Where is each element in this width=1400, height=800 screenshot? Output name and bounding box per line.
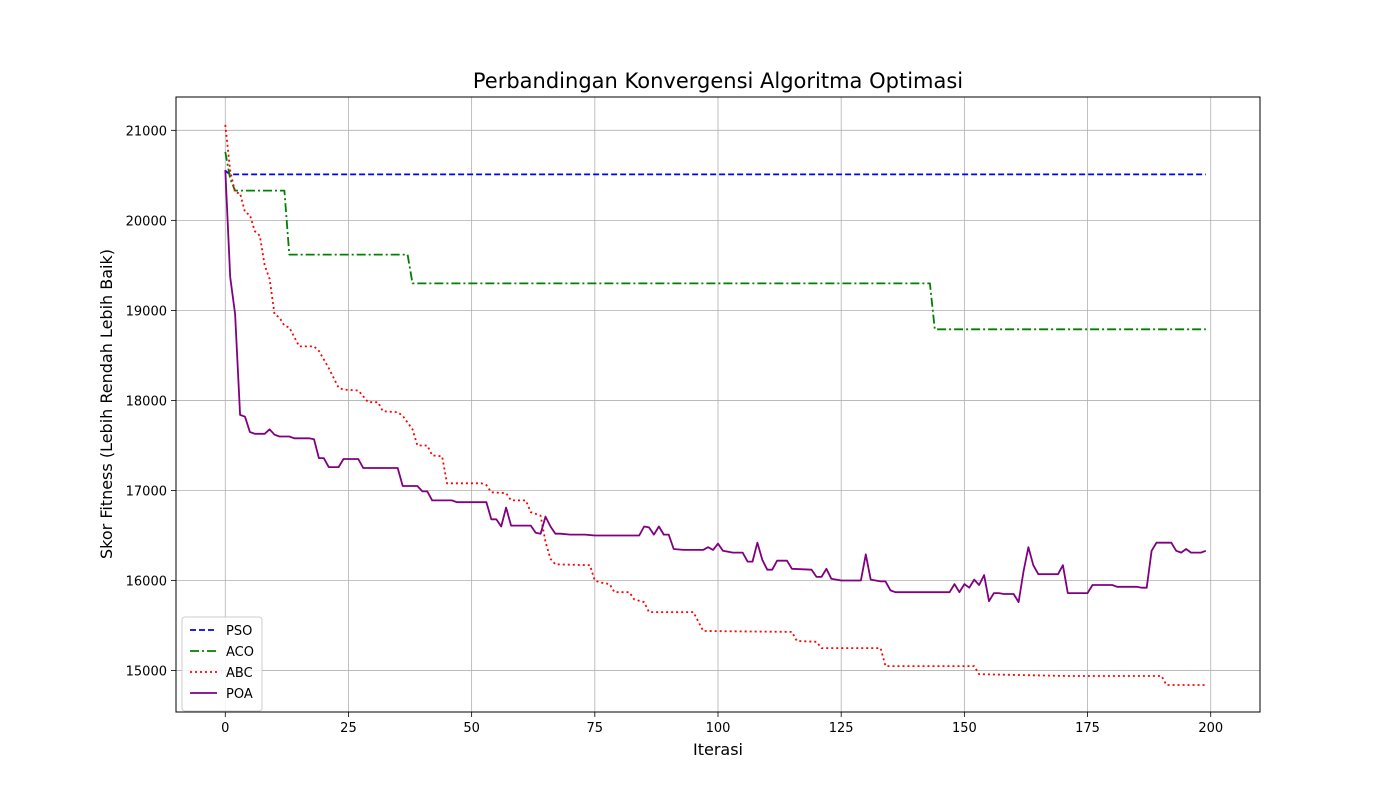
x-tick-label: 150 — [952, 721, 977, 736]
x-tick-label: 75 — [587, 721, 604, 736]
series-line-aco — [224, 151, 1206, 331]
y-tick-label: 15000 — [126, 665, 167, 680]
y-tick-label: 18000 — [126, 394, 167, 409]
series-line-poa — [224, 169, 1207, 603]
y-tick-label: 21000 — [126, 124, 167, 139]
x-tick-label: 0 — [221, 721, 229, 736]
x-tick-label: 100 — [706, 721, 731, 736]
legend-box — [181, 616, 263, 712]
y-axis-label: Skor Fitness (Lebih Rendah Lebih Baik) — [97, 249, 116, 559]
legend-label-abc: ABC — [226, 666, 253, 681]
legend-label-pso: PSO — [226, 624, 252, 639]
x-tick-label: 200 — [1198, 721, 1223, 736]
legend: PSO ACO ABC POA — [181, 616, 263, 712]
x-tick-label: 125 — [829, 721, 854, 736]
y-tick-label: 19000 — [126, 304, 167, 319]
chart-title: Perbandingan Konvergensi Algoritma Optim… — [473, 69, 963, 93]
y-tick-label: 16000 — [126, 575, 167, 590]
x-tick-label: 25 — [340, 721, 357, 736]
axis-ticks: 0 25 50 75 100 125 150 175 200 15000 16000 17000 180… — [126, 124, 1224, 736]
legend-label-aco: ACO — [226, 645, 254, 660]
y-tick-label: 20000 — [126, 214, 167, 229]
series-lines — [224, 124, 1207, 686]
grid-lines — [176, 97, 1260, 712]
x-axis-label: Iterasi — [693, 740, 743, 759]
x-tick-label: 50 — [463, 721, 480, 736]
x-tick-label: 175 — [1075, 721, 1100, 736]
series-line-abc — [224, 124, 1206, 686]
series-line-pso — [224, 170, 1206, 176]
y-tick-label: 17000 — [126, 484, 167, 499]
legend-label-poa: POA — [226, 687, 253, 702]
